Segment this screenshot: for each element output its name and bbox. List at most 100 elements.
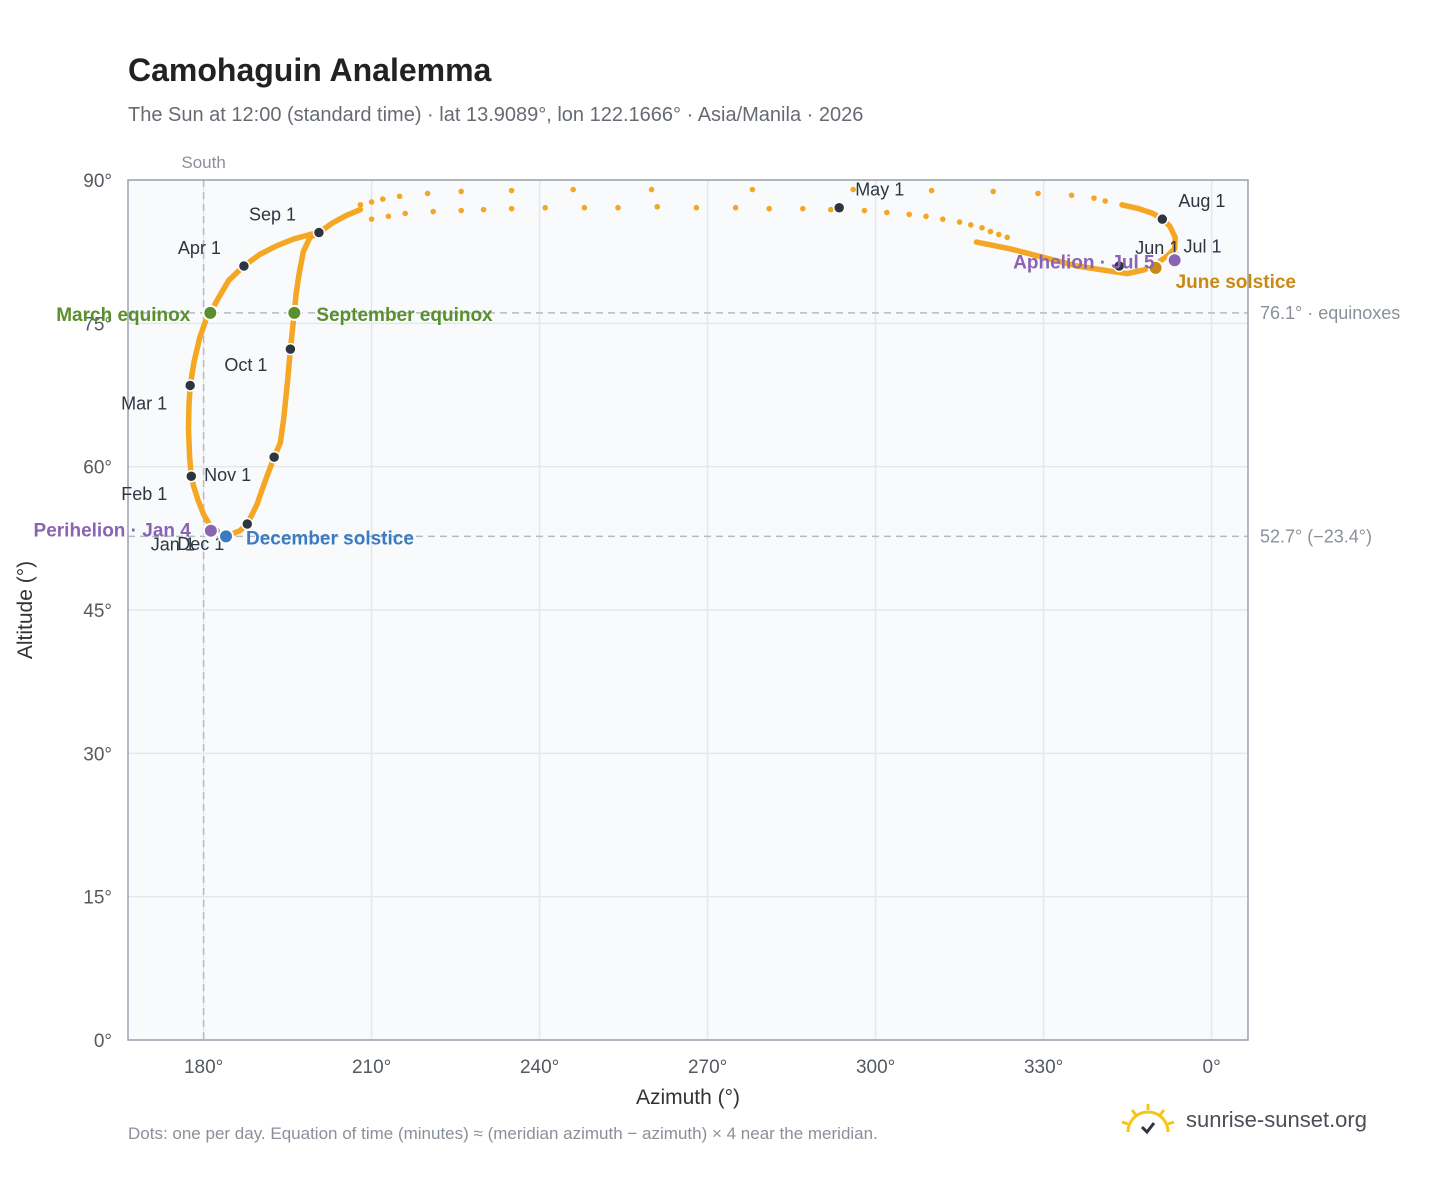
grid	[128, 179, 1248, 1041]
month-label: Sep 1	[249, 205, 296, 225]
daily-sun-dot	[648, 186, 655, 193]
y-tick-label: 45°	[83, 601, 112, 622]
daily-sun-dot	[615, 204, 621, 211]
event-label: September equinox	[316, 305, 493, 326]
daily-sun-dot	[987, 228, 994, 235]
month-label: Nov 1	[204, 465, 251, 485]
daily-sun-dot	[430, 208, 437, 215]
event-label: March equinox	[56, 305, 191, 326]
month-label: Jan 1	[151, 535, 195, 555]
brand[interactable]: sunrise-sunset.org	[1120, 1102, 1367, 1138]
month-label: Aug 1	[1178, 191, 1225, 211]
daily-sun-dot	[1102, 198, 1108, 204]
month-label: Oct 1	[224, 355, 267, 375]
event-label: June solstice	[1176, 272, 1296, 293]
x-tick-label: 180°	[184, 1057, 223, 1078]
daily-sun-dot	[581, 204, 588, 211]
y-tick-label: 30°	[83, 744, 112, 765]
plot-frame	[127, 179, 1249, 1041]
month-label: Dec 1	[177, 534, 224, 554]
month-label: May 1	[855, 180, 904, 200]
event-marker-dot	[218, 528, 234, 545]
daily-sun-dot	[928, 187, 935, 194]
daily-sun-dot	[385, 213, 392, 220]
month-marker-dot	[1156, 212, 1169, 226]
month-marker-dot	[241, 517, 254, 531]
event-label: Aphelion · Jul 5	[1013, 252, 1155, 273]
month-marker-dot	[267, 450, 281, 464]
reference-label-south: South	[181, 153, 225, 172]
brand-name: sunrise-sunset.org	[1186, 1107, 1367, 1132]
analemma-dense-path	[208, 229, 322, 540]
daily-sun-dot	[368, 216, 375, 222]
daily-sun-dot	[458, 188, 465, 195]
x-tick-label: 300°	[856, 1057, 895, 1078]
daily-sun-dot	[542, 204, 548, 211]
x-tick-label: 240°	[520, 1057, 559, 1078]
x-tick-label: 0°	[1203, 1057, 1221, 1078]
y-axis-ticks: 0° 15° 30° 45° 60° 75° 90°	[83, 171, 112, 1052]
daily-sun-dot	[693, 204, 700, 211]
month-label: Jul 1	[1184, 236, 1222, 256]
daily-sun-dot	[766, 205, 772, 212]
daily-sun-dot	[458, 207, 465, 214]
daily-sun-dot	[956, 219, 963, 225]
reference-label-altitude: 76.1° · equinoxes	[1260, 303, 1400, 323]
daily-sun-dot	[368, 199, 375, 205]
month-label: Apr 1	[178, 238, 221, 258]
daily-sun-dot	[968, 222, 974, 228]
month-markers: Jan 1 Feb 1 Mar 1 Apr 1 May 1 Jun 1 Jul 1 Aug 1…	[121, 180, 1225, 555]
daily-sun-dot	[850, 186, 856, 193]
reference-label-altitude: 52.7° (−23.4°)	[1260, 526, 1372, 546]
month-marker-dot	[312, 226, 326, 239]
footer-note: Dots: one per day. Equation of time (min…	[128, 1124, 878, 1143]
event-marker-dot	[202, 522, 219, 539]
x-tick-label: 270°	[688, 1057, 727, 1078]
event-label: Perihelion · Jan 4	[34, 521, 192, 542]
y-tick-label: 15°	[83, 888, 112, 909]
daily-sun-dot	[480, 206, 487, 213]
daily-sun-dot	[654, 203, 660, 210]
daily-sun-dot	[508, 187, 515, 194]
daily-sun-dot	[1004, 234, 1010, 241]
daily-sun-dot	[1068, 192, 1075, 199]
chart-title: Camohaguin Analemma	[128, 52, 492, 88]
y-tick-label: 75°	[83, 314, 112, 335]
daily-sun-dot	[402, 210, 409, 217]
event-marker-dot	[286, 304, 303, 321]
daily-sun-dot	[906, 211, 912, 218]
daily-sun-dot	[828, 206, 834, 213]
daily-sun-dot	[1035, 190, 1041, 197]
daily-sun-dot	[923, 213, 929, 220]
chart-subtitle: The Sun at 12:00 (standard time) · lat 1…	[128, 104, 864, 126]
daily-sun-dot	[357, 202, 364, 208]
daily-sun-dot	[732, 204, 739, 211]
event-marker-dot	[1166, 252, 1183, 269]
daily-sun-dot	[861, 207, 868, 214]
daily-sun-dot	[749, 186, 756, 193]
y-tick-label: 60°	[83, 458, 112, 479]
month-label: Feb 1	[121, 484, 167, 504]
daily-sun-dot	[996, 231, 1002, 238]
daily-sun-dot	[424, 190, 431, 197]
reference-lines: South 76.1° · equinoxes 52.7° (−23.4°)	[128, 153, 1400, 1040]
daily-sun-dot	[380, 196, 386, 202]
month-marker-dot	[185, 469, 198, 483]
daily-sun-dot	[800, 205, 806, 212]
month-marker-dot	[183, 379, 197, 392]
y-axis-label: Altitude (°)	[14, 561, 37, 659]
daily-sun-dot	[940, 216, 946, 222]
daily-sun-dot	[990, 188, 996, 195]
month-label: Jun 1	[1135, 238, 1179, 258]
month-label: Mar 1	[121, 393, 167, 413]
x-tick-label: 330°	[1024, 1057, 1063, 1078]
x-axis-ticks: 180° 210° 240° 270° 300° 330° 0°	[184, 1057, 1221, 1078]
event-label: December solstice	[246, 528, 414, 549]
daily-sun-dot	[396, 193, 403, 200]
daily-sun-dot	[979, 224, 985, 231]
month-marker-dot	[832, 201, 846, 214]
month-marker-dot	[1112, 259, 1126, 273]
x-tick-label: 210°	[352, 1057, 391, 1078]
daily-sun-dot	[884, 209, 890, 216]
